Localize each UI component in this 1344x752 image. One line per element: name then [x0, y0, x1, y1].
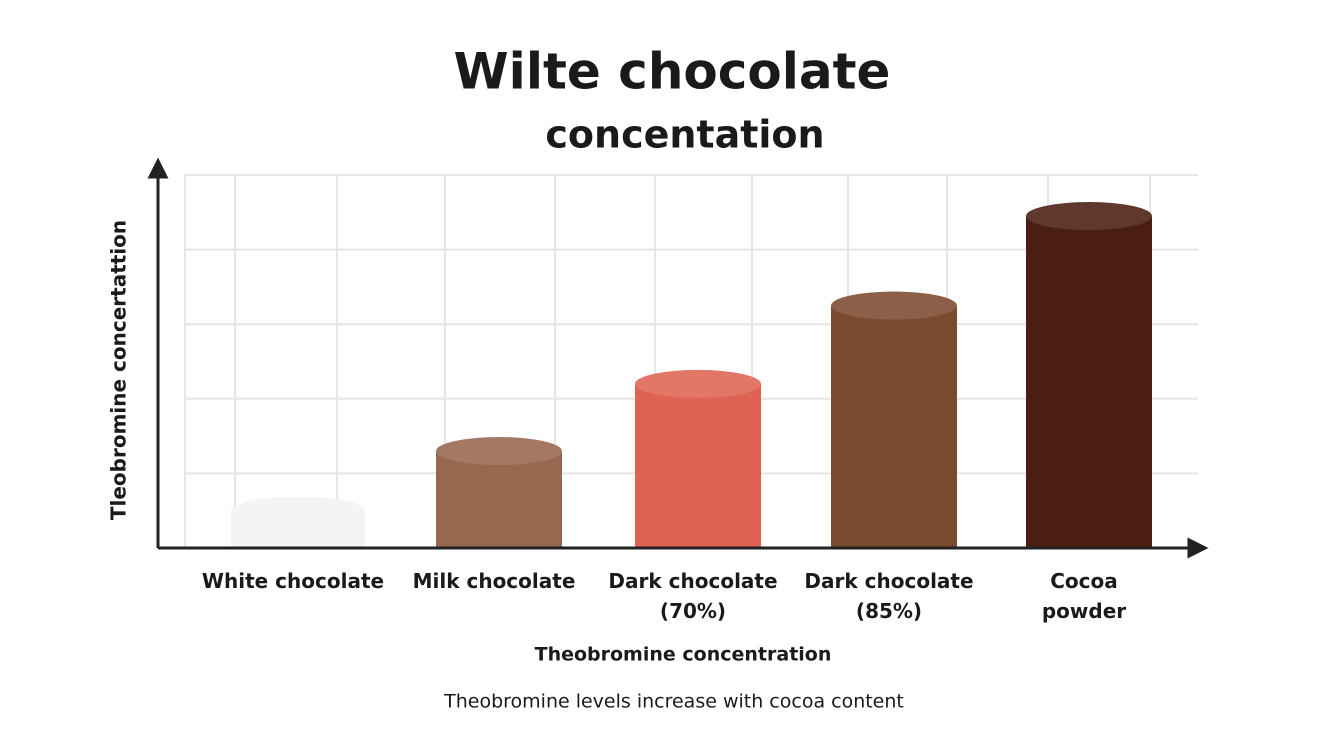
bar-top	[1026, 202, 1152, 231]
x-tick-label: Dark chocolate (70%)	[608, 569, 778, 623]
bar	[635, 383, 761, 548]
x-tick-label: Cocoa powder	[1041, 569, 1127, 623]
caption: Theobromine levels increase with cocoa c…	[443, 691, 904, 713]
plot	[185, 174, 1198, 548]
x-tick-label: White chocolate	[201, 569, 385, 593]
bar	[831, 305, 957, 548]
bar-top	[831, 291, 957, 320]
x-axis-label: Theobromine concentration	[535, 644, 832, 666]
bar-top	[635, 369, 761, 398]
bar	[436, 451, 562, 548]
chart-subtitle: concentation	[545, 113, 824, 157]
chart-title: Wilte chocolate	[454, 43, 891, 101]
x-tick-label: Dark chocolate (85%)	[804, 569, 974, 623]
bar-top	[436, 437, 562, 466]
bar-top	[231, 496, 365, 525]
bar	[1026, 216, 1152, 548]
x-tick-label: Milk chocolate	[412, 569, 576, 593]
y-axis-label: Tleobromine concertattion	[107, 220, 131, 520]
